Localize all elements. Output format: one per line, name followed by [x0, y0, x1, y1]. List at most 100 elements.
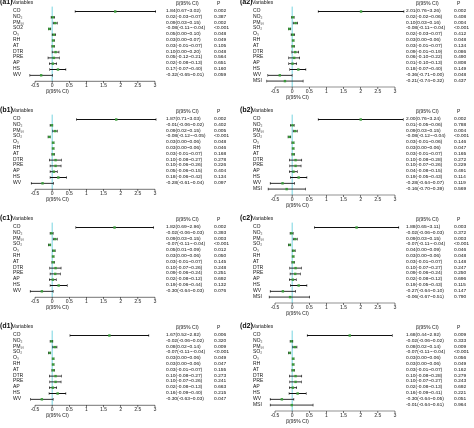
- ci-text: 0.19(-0.06~0.44): [166, 283, 203, 288]
- ci-text: -0.28(-0.64~0.07): [406, 180, 444, 186]
- p-value: 0.221: [454, 391, 467, 396]
- x-tick-label: -0.5: [270, 89, 280, 95]
- ci-text: 0.02(-0.08~0.12): [406, 277, 443, 283]
- variable-label: HS: [253, 390, 260, 396]
- x-tick-label: 0.5: [305, 197, 313, 203]
- p-value: <0.001: [454, 26, 470, 32]
- p-value: 0.048: [214, 140, 227, 146]
- estimate-point: [51, 357, 55, 360]
- variable-label: PRE: [13, 54, 24, 61]
- ci-text: 0.10(-0.07~0.26): [166, 265, 203, 271]
- ci-text: 0.02(-0.02~0.06): [406, 14, 443, 20]
- panel-tag: (b2): [240, 107, 253, 114]
- variable-label: DTR: [13, 264, 24, 271]
- estimate-point: [51, 261, 55, 264]
- estimate-point: [291, 62, 294, 65]
- x-tick-label: -0.5: [30, 299, 40, 306]
- estimate-point: [54, 50, 57, 54]
- ci-text: 0.03(0.00~0.06): [166, 254, 201, 259]
- x-tick-label: 2.5: [134, 83, 142, 90]
- p-value: 0.002: [214, 9, 227, 14]
- x-tick-label: 3: [393, 305, 397, 311]
- estimate-point: [294, 50, 297, 54]
- estimate-point: [51, 386, 55, 389]
- ci-text: 0.19(-0.05~0.43): [406, 175, 443, 180]
- p-value: 0.243: [454, 379, 467, 385]
- p-value: <0.001: [214, 134, 230, 140]
- ci-text: 1.88(0.65~3.11): [406, 225, 441, 230]
- panel-tag: (a1): [0, 0, 13, 6]
- p-value: 0.134: [214, 175, 227, 180]
- variable-label: PM₁₀: [253, 127, 265, 134]
- x-tick-label: 1.5: [340, 305, 348, 311]
- variable-label: MSI: [253, 185, 262, 192]
- x-tick-label: 3: [393, 413, 397, 419]
- estimate-point: [51, 39, 55, 42]
- variable-label: AT: [13, 42, 20, 49]
- variable-label: NO₂: [253, 13, 263, 20]
- ci-text: 0.10(-0.07~0.26): [406, 163, 443, 169]
- estimate-point: [54, 158, 57, 162]
- x-tick-label: 2: [359, 197, 363, 203]
- estimate-point: [54, 272, 57, 276]
- variable-label: WV: [253, 71, 262, 78]
- estimate-point: [52, 56, 56, 60]
- ci-text: 0.08(0.02~0.14): [406, 344, 441, 350]
- x-tick-label: 2: [119, 299, 123, 306]
- variable-label: NO₂: [253, 229, 263, 236]
- x-tick-label: 2: [119, 83, 123, 90]
- p-value: 0.320: [214, 338, 227, 344]
- variable-label: WV: [13, 287, 22, 294]
- ci-text: 0.04(0.00~0.09): [406, 248, 441, 254]
- ci-text: 1.82(0.69~2.96): [166, 225, 201, 230]
- estimate-point: [51, 153, 55, 156]
- x-tick-label: 0.5: [65, 299, 73, 306]
- ci-text: 0.03(-0.01~0.07): [406, 151, 443, 157]
- ci-text: 0.09(-0.06~0.24): [406, 271, 443, 277]
- ci-text: 0.03(-0.01~0.06): [406, 140, 443, 146]
- estimate-point: [51, 45, 55, 48]
- ci-text: 0.10(-0.07~0.27): [406, 379, 443, 385]
- x-tick-label: 1: [325, 89, 328, 95]
- ci-text: 0.05(-0.06~0.15): [166, 169, 203, 175]
- estimate-point: [54, 164, 57, 168]
- estimate-point: [54, 237, 57, 241]
- variable-label: HS: [13, 282, 20, 288]
- variable-label: DTR: [253, 372, 264, 379]
- beta-ci-header: β(95% CI): [176, 217, 199, 223]
- ci-text: 0.10(-0.08~0.28): [406, 157, 443, 163]
- estimate-point: [39, 74, 43, 77]
- estimate-point: [291, 153, 295, 156]
- x-tick-label: 1: [85, 83, 88, 90]
- p-value: 0.048: [454, 38, 467, 43]
- estimate-point: [56, 392, 59, 395]
- forest-plot: [266, 6, 405, 89]
- ci-text: -0.08(-0.12~-0.05): [166, 134, 206, 140]
- p-value: 0.047: [454, 146, 467, 151]
- estimate-point: [294, 21, 297, 25]
- ci-text: -0.30(-0.63~0.03): [166, 396, 204, 402]
- p-value: 0.046: [214, 146, 227, 151]
- variable-label: AP: [253, 276, 260, 283]
- x-tick-label: -0.5: [30, 191, 40, 198]
- variable-label: O₃: [253, 247, 259, 254]
- estimate-point: [50, 232, 53, 235]
- variable-label: AP: [253, 168, 260, 175]
- variable-label: O₃: [13, 31, 19, 38]
- x-axis-label: β(95% CI): [46, 197, 69, 204]
- forest-panel: (d1) Variables β(95% CI) P -0.5 0 0.5 1 1.5 2 2.5 3…: [0, 323, 234, 424]
- ci-text: -0.07(-0.11~-0.04): [166, 242, 206, 248]
- p-value: 0.049: [214, 38, 227, 43]
- p-value: 0.412: [454, 32, 467, 38]
- variable-label: DTR: [253, 156, 264, 163]
- ci-text: 0.01(-0.05~0.06): [406, 122, 443, 128]
- ci-text: -0.02(-0.06~0.03): [406, 230, 444, 236]
- p-header: P: [217, 109, 221, 115]
- variable-label: PM₁₀: [253, 343, 265, 350]
- p-value: 0.247: [454, 265, 467, 271]
- x-tick-label: 2.5: [134, 407, 142, 414]
- variable-label: AP: [13, 384, 20, 391]
- variable-label: PM₁₀: [253, 19, 265, 26]
- estimate-point: [48, 243, 51, 247]
- variables-header: Variables: [12, 0, 34, 6]
